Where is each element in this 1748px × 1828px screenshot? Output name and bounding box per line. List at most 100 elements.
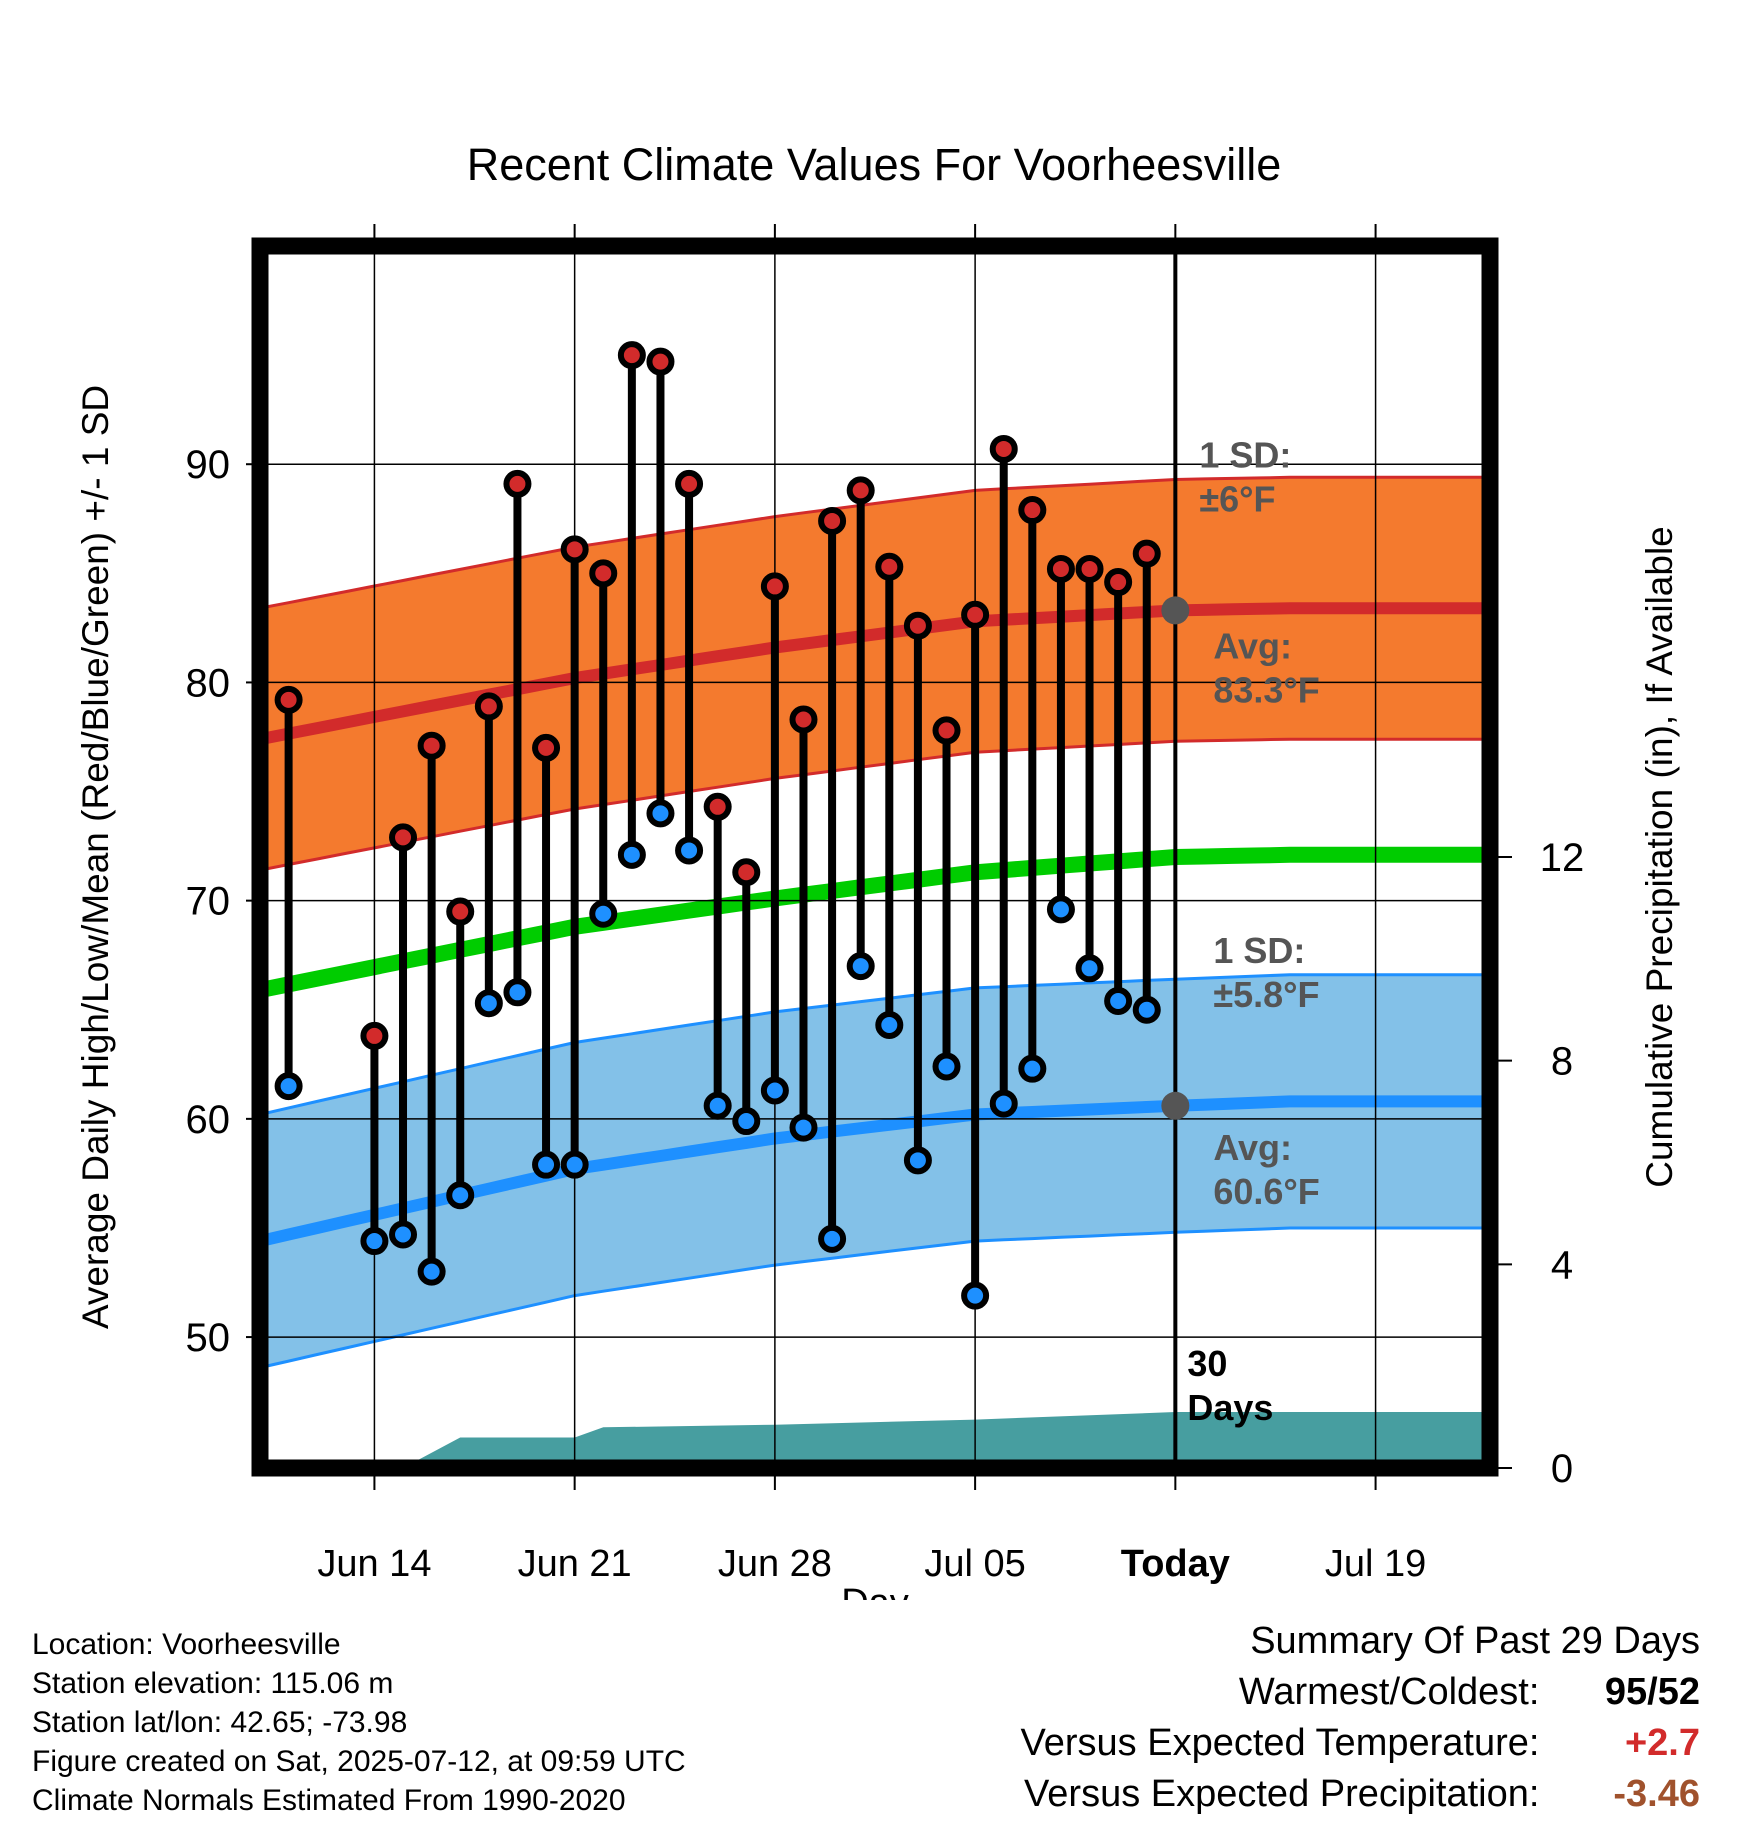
- daily-high-point: [703, 792, 732, 821]
- low-sd-lower-edge: [260, 1226, 1490, 1370]
- daily-high-point: [503, 469, 532, 498]
- precip-label: Versus Expected Precipitation:: [1024, 1773, 1540, 1815]
- station-info: Location: Voorheesville Station elevatio…: [32, 1625, 686, 1820]
- y-right-tick-label: 12: [1540, 836, 1585, 880]
- annotation-line1: Avg:: [1213, 1127, 1292, 1168]
- daily-high-point: [560, 535, 589, 564]
- daily-low-point: [474, 989, 503, 1018]
- x-tick-label: Jul 05: [924, 1543, 1025, 1585]
- daily-low-point: [274, 1072, 303, 1101]
- summary-panel: Summary Of Past 29 Days Warmest/Coldest:…: [1021, 1620, 1700, 1824]
- daily-low-point: [1018, 1054, 1047, 1083]
- daily-high-point: [389, 823, 418, 852]
- today-low-normal-marker: [1161, 1091, 1190, 1120]
- y-tick-label: 50: [186, 1316, 231, 1360]
- daily-low-point: [503, 978, 532, 1007]
- annotation-line2: 83.3°F: [1213, 669, 1319, 710]
- low-sd-band: [260, 974, 1490, 1368]
- daily-high-point: [675, 469, 704, 498]
- annotation-line1: 30: [1187, 1343, 1227, 1384]
- temp-label: Versus Expected Temperature:: [1020, 1722, 1540, 1764]
- daily-low-point: [446, 1181, 475, 1210]
- daily-low-point: [818, 1224, 847, 1253]
- daily-high-point: [875, 552, 904, 581]
- high-sd-band: [260, 477, 1490, 871]
- x-tick-label: Jun 14: [317, 1543, 431, 1585]
- daily-high-point: [646, 347, 675, 376]
- annotation-line2: Days: [1187, 1387, 1273, 1428]
- annotation-line1: 1 SD:: [1199, 434, 1291, 475]
- daily-high-point: [1132, 539, 1161, 568]
- daily-low-point: [417, 1257, 446, 1286]
- daily-high-point: [474, 692, 503, 721]
- created-text: Figure created on Sat, 2025-07-12, at 09…: [32, 1745, 686, 1778]
- high-sd-lower-edge: [260, 737, 1490, 872]
- daily-low-point: [360, 1227, 389, 1256]
- daily-low-point: [646, 799, 675, 828]
- x-tick-label: Jun 28: [718, 1543, 832, 1585]
- daily-high-point: [789, 705, 818, 734]
- x-tick-label: Jun 21: [518, 1543, 632, 1585]
- y-tick-label: 60: [186, 1098, 231, 1142]
- daily-low-point: [560, 1150, 589, 1179]
- daily-high-point: [1046, 554, 1075, 583]
- daily-low-point: [1075, 954, 1104, 983]
- temp-value: +2.7: [1624, 1722, 1700, 1764]
- daily-low-point: [532, 1150, 561, 1179]
- daily-low-point: [589, 899, 618, 928]
- daily-high-point: [903, 611, 932, 640]
- daily-low-point: [617, 840, 646, 869]
- precip-value: -3.46: [1613, 1773, 1700, 1815]
- annotation-line1: 1 SD:: [1213, 930, 1305, 971]
- climate-chart: Recent Climate Values For Voorheesville …: [75, 139, 1680, 1600]
- chart-title: Recent Climate Values For Voorheesville: [467, 139, 1282, 190]
- daily-high-point: [589, 559, 618, 588]
- daily-low-point: [703, 1091, 732, 1120]
- x-tick-label: Jul 19: [1325, 1543, 1426, 1585]
- daily-low-point: [875, 1011, 904, 1040]
- plot-area: [260, 475, 1490, 1468]
- daily-low-point: [961, 1281, 990, 1310]
- daily-high-point: [961, 600, 990, 629]
- daily-high-point: [732, 858, 761, 887]
- mean-normal-line: [260, 846, 1490, 998]
- low-sd-upper-edge: [260, 973, 1490, 1116]
- summary-precip-row: Versus Expected Precipitation: -3.46: [1021, 1773, 1700, 1824]
- daily-low-point: [903, 1146, 932, 1175]
- warmest-label: Warmest/Coldest:: [1238, 1671, 1540, 1713]
- summary-title: Summary Of Past 29 Days: [1250, 1620, 1700, 1662]
- daily-low-point: [732, 1107, 761, 1136]
- annotation-line1: Avg:: [1213, 625, 1292, 666]
- y-axis-label-left: Average Daily High/Low/Mean (Red/Blue/Gr…: [75, 385, 116, 1329]
- normals-text: Climate Normals Estimated From 1990-2020: [32, 1784, 626, 1817]
- y-axis-label-right: Cumulative Precipitation (in), If Availa…: [1639, 526, 1680, 1188]
- warmest-value: 95/52: [1604, 1671, 1700, 1713]
- daily-high-point: [932, 716, 961, 745]
- daily-low-point: [675, 836, 704, 865]
- annotation-line2: 60.6°F: [1213, 1171, 1319, 1212]
- daily-high-point: [446, 897, 475, 926]
- daily-high-point: [617, 341, 646, 370]
- daily-high-point: [1075, 554, 1104, 583]
- high-normal-line: [260, 602, 1490, 746]
- axes: 50 60 70 80 90 0 4 8 12 Jun 14 Jun 21 Jun 28 Jul 05 T…: [186, 224, 1585, 1585]
- daily-high-point: [818, 506, 847, 535]
- y-tick-label: 90: [186, 443, 231, 487]
- precip-area: [260, 1412, 1490, 1468]
- daily-low-point: [846, 952, 875, 981]
- daily-low-point: [389, 1220, 418, 1249]
- daily-low-point: [1046, 895, 1075, 924]
- elevation-text: Station elevation: 115.06 m: [32, 1667, 394, 1700]
- x-axis-label: Day: [841, 1582, 909, 1600]
- y-tick-label: 70: [186, 880, 231, 924]
- summary-temp-row: Versus Expected Temperature: +2.7: [1021, 1722, 1700, 1773]
- latlon-text: Station lat/lon: 42.65; -73.98: [32, 1706, 408, 1739]
- daily-low-point: [760, 1076, 789, 1105]
- daily-high-point: [532, 733, 561, 762]
- y-right-tick-label: 8: [1551, 1040, 1573, 1084]
- daily-low-point: [789, 1113, 818, 1142]
- y-right-tick-label: 0: [1551, 1447, 1573, 1491]
- annotation-line2: ±5.8°F: [1213, 974, 1319, 1015]
- daily-high-point: [1104, 568, 1133, 597]
